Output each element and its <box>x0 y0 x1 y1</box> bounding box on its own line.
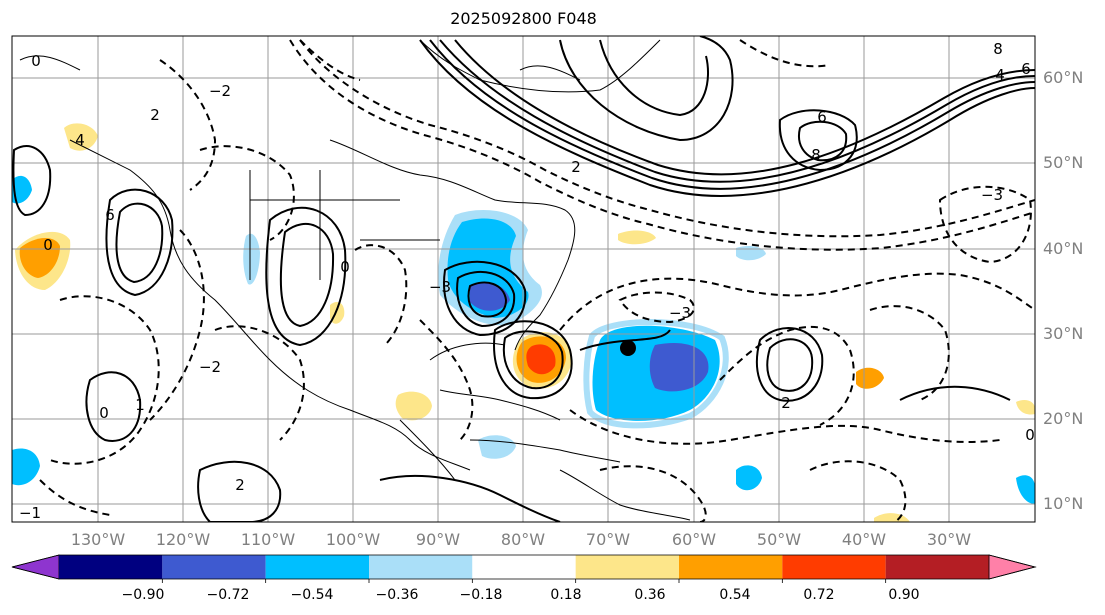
contour-label: 0 <box>99 404 109 422</box>
colorbar-segment <box>369 555 473 579</box>
lon-label: 90°W <box>415 530 461 549</box>
contours-dashed <box>39 39 1035 522</box>
contour-label: −3 <box>669 304 691 322</box>
map-title: 2025092800 F048 <box>450 9 597 28</box>
colorbar-tick-label: −0.90 <box>121 587 165 603</box>
colorbar-tick-label: 0.90 <box>888 587 920 603</box>
neg-anomaly-nw-corner <box>12 175 32 204</box>
lat-label: 20°N <box>1043 409 1084 428</box>
colorbar-tick-label: −0.54 <box>290 587 334 603</box>
contour-label: −3 <box>429 278 451 296</box>
pos-anomaly-se-corner <box>874 513 910 522</box>
contour-label: 4 <box>995 66 1005 84</box>
pos-anomaly-gulf <box>395 391 432 421</box>
colorbar-tick-label: 0.36 <box>634 587 666 603</box>
contour-label: 8 <box>811 146 821 164</box>
lon-label: 130°W <box>70 530 126 549</box>
colorbar-extend-low <box>11 554 60 580</box>
colorbar-segment <box>885 555 989 579</box>
map-frame <box>11 35 1036 523</box>
contour-label: 6 <box>817 108 827 126</box>
lon-label: 50°W <box>756 530 802 549</box>
colorbar-segment <box>575 555 679 579</box>
contour-label: 2 <box>571 158 581 176</box>
colorbar-segment <box>162 555 266 579</box>
neg-anomaly-east-edge <box>1016 475 1035 504</box>
colorbar-segment <box>59 555 163 579</box>
lat-label: 30°N <box>1043 324 1084 343</box>
contour-label: −2 <box>209 82 231 100</box>
lat-label: 50°N <box>1043 153 1084 172</box>
lon-label: 60°W <box>671 530 717 549</box>
colorbar-outline <box>11 554 1037 580</box>
colorbar-tick-label: 0.54 <box>719 587 751 603</box>
contour-label: −3 <box>981 186 1003 204</box>
neg-anomaly-south <box>736 465 762 491</box>
colorbar-segment <box>265 555 369 579</box>
contour-label: 6 <box>105 206 115 224</box>
contour-label: 0 <box>340 258 350 276</box>
contour-label: 2 <box>781 394 791 412</box>
lon-label: 40°W <box>841 530 887 549</box>
pos-anomaly-alaska <box>64 123 98 151</box>
contour-label: 0 <box>1025 426 1035 444</box>
lon-label: 70°W <box>585 530 631 549</box>
colorbar-tick-label: 0.72 <box>803 587 835 603</box>
neg-anomaly-southwest <box>12 448 40 486</box>
lon-label: 110°W <box>240 530 296 549</box>
contour-label: 2 <box>235 476 245 494</box>
contour-label: 2 <box>150 106 160 124</box>
colorbar-tick-label: −0.72 <box>206 587 250 603</box>
colorbar-segment <box>679 555 783 579</box>
colorbar-tick-label: −0.36 <box>375 587 419 603</box>
contour-label: 0 <box>31 52 41 70</box>
lat-label: 10°N <box>1043 494 1084 513</box>
lat-label: 40°N <box>1043 239 1084 258</box>
colorbar-tick-label: −0.18 <box>459 587 503 603</box>
contour-label: 1 <box>135 396 145 414</box>
contour-label: 4 <box>75 131 85 149</box>
lat-label: 60°N <box>1043 68 1084 87</box>
pos-anomaly-pacific-core <box>19 237 61 278</box>
colorbar-segment <box>782 555 886 579</box>
pos-anomaly-east-edge <box>1016 400 1035 415</box>
contours-solid <box>12 36 1035 522</box>
lon-label: 30°W <box>926 530 972 549</box>
pos-anomaly-storm-core <box>526 344 556 375</box>
storm-center-marker <box>620 340 636 356</box>
coastlines <box>19 39 691 521</box>
lon-label: 100°W <box>325 530 381 549</box>
contour-label: 0 <box>43 236 53 254</box>
pos-anomaly-east-atlantic <box>856 367 884 389</box>
contour-labels: 0 2 4 6 8 −2 −3 2 6 8 4 6 −3 0 0 2 1 0 −… <box>19 40 1035 522</box>
contour-label: −2 <box>199 358 221 376</box>
colorbar <box>11 554 1037 583</box>
neg-anomaly-atlantic-edge <box>583 319 729 429</box>
neg-anomaly-atlantic-small <box>736 246 766 261</box>
contour-label: −1 <box>19 504 41 522</box>
lon-label: 120°W <box>155 530 211 549</box>
contour-label: 8 <box>993 40 1003 58</box>
contour-label: 6 <box>1021 60 1031 78</box>
neg-anomaly-west-1 <box>243 233 260 285</box>
neg-anomaly-caribbean <box>478 435 516 459</box>
colorbar-tick-label: 0.18 <box>550 587 582 603</box>
lon-label: 80°W <box>500 530 546 549</box>
colorbar-extend-high <box>988 554 1037 580</box>
colorbar-segment <box>472 555 576 579</box>
pos-anomaly-atlantic-north <box>618 230 656 245</box>
